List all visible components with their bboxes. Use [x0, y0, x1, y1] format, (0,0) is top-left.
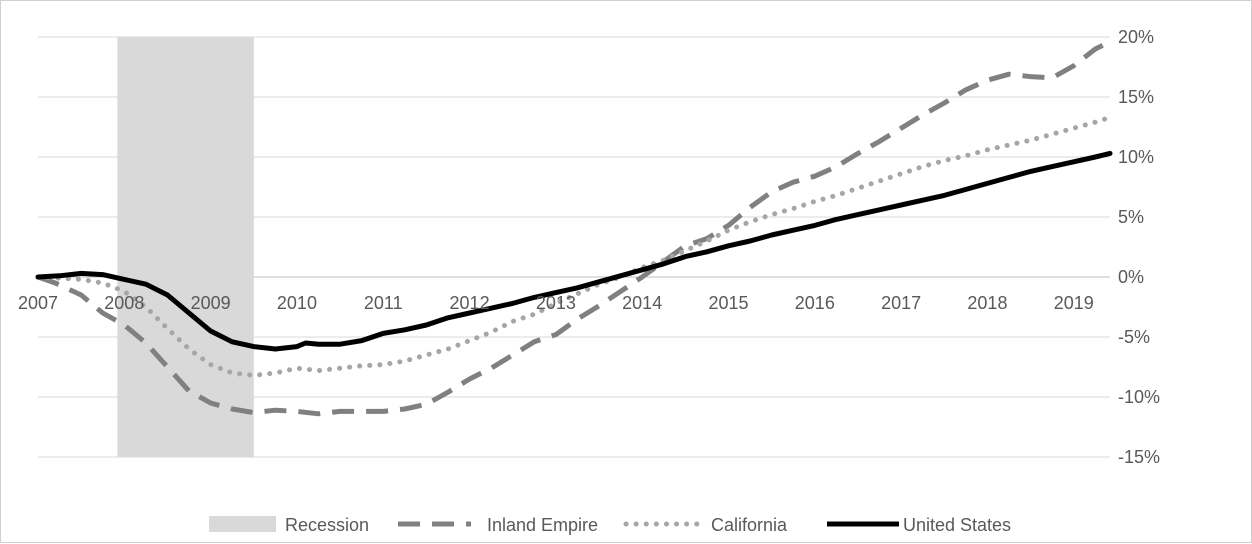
legend-label-recession: Recession	[285, 515, 369, 535]
y-tick-label: -5%	[1118, 327, 1150, 347]
legend-label-inland-empire: Inland Empire	[487, 515, 598, 535]
series-line-united-states	[35, 150, 1113, 352]
x-tick-label: 2016	[795, 293, 835, 313]
y-tick-label: 20%	[1118, 27, 1154, 47]
x-tick-label: 2013	[536, 293, 576, 313]
x-tick-label: 2008	[104, 293, 144, 313]
x-tick-label: 2007	[18, 293, 58, 313]
y-tick-label: 5%	[1118, 207, 1144, 227]
series-lines	[35, 39, 1113, 417]
legend-label-united-states: United States	[903, 515, 1011, 535]
y-tick-label: 10%	[1118, 147, 1154, 167]
recession-shading	[117, 37, 254, 457]
y-tick-label: -10%	[1118, 387, 1160, 407]
x-tick-label: 2015	[708, 293, 748, 313]
y-axis-tick-labels: 20% 15% 10% 5% 0% -5% -10% -15%	[1118, 27, 1160, 467]
legend-label-california: California	[711, 515, 788, 535]
y-tick-label: -15%	[1118, 447, 1160, 467]
x-tick-label: 2011	[364, 293, 403, 313]
x-tick-label: 2010	[277, 293, 317, 313]
legend: Recession Inland Empire California Unite…	[209, 515, 1011, 535]
series-line-california	[35, 114, 1113, 378]
x-axis-tick-labels: 2007 2008 2009 2010 2011 2012 2013 2014 2015 2016…	[18, 293, 1094, 313]
legend-swatch-recession	[209, 516, 276, 532]
x-tick-label: 2019	[1054, 293, 1094, 313]
y-tick-label: 0%	[1118, 267, 1144, 287]
x-tick-label: 2017	[881, 293, 921, 313]
x-tick-label: 2012	[450, 293, 490, 313]
recession-band	[117, 37, 254, 457]
x-tick-label: 2014	[622, 293, 662, 313]
x-tick-label: 2009	[191, 293, 231, 313]
series-line-inland-empire	[37, 39, 1112, 417]
y-tick-label: 15%	[1118, 87, 1154, 107]
x-tick-label: 2018	[967, 293, 1007, 313]
